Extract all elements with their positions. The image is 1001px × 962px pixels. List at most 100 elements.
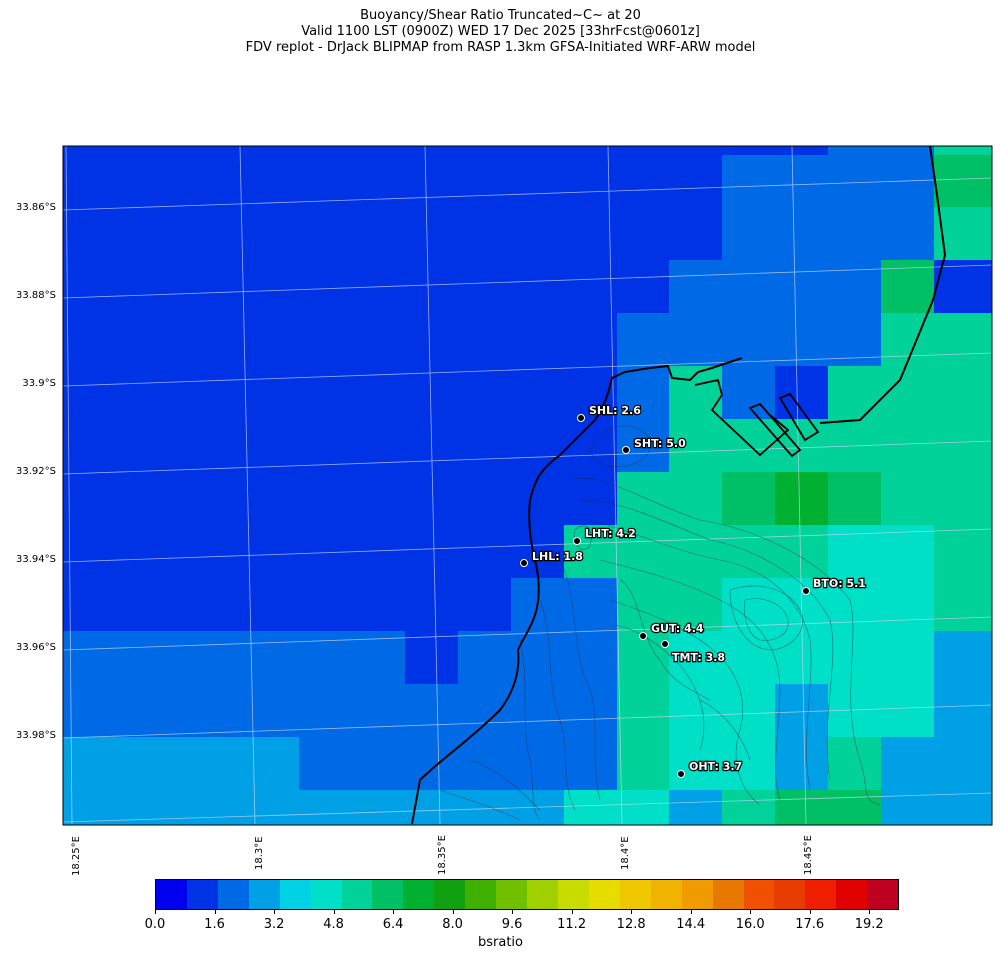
field-cell bbox=[193, 207, 247, 261]
field-cell bbox=[934, 419, 993, 473]
field-cell bbox=[934, 790, 993, 826]
field-cell bbox=[828, 472, 882, 526]
field-cell bbox=[722, 631, 776, 685]
field-cell bbox=[828, 260, 882, 314]
field-cell bbox=[934, 525, 993, 579]
colorbar-swatch bbox=[588, 880, 620, 909]
colorbar-swatch bbox=[774, 880, 806, 909]
colorbar-swatch bbox=[681, 880, 713, 909]
field-cell bbox=[405, 790, 459, 826]
colorbar-swatch bbox=[186, 880, 218, 909]
field-cell bbox=[458, 525, 512, 579]
colorbar-tick-mark bbox=[452, 910, 454, 914]
field-cell bbox=[405, 525, 459, 579]
colorbar-label: bsratio bbox=[478, 935, 523, 950]
colorbar-swatch bbox=[527, 880, 558, 909]
colorbar-tick-label: 4.8 bbox=[323, 917, 344, 932]
field-cell bbox=[669, 207, 723, 261]
field-cell bbox=[828, 146, 882, 156]
field-cell bbox=[775, 155, 829, 208]
field-cell bbox=[193, 684, 247, 738]
field-cell bbox=[564, 525, 618, 579]
field-cell bbox=[299, 366, 353, 420]
station-marker-shl bbox=[577, 414, 585, 422]
field-cell bbox=[775, 146, 829, 156]
colorbar-swatch bbox=[434, 880, 466, 909]
field-cell bbox=[617, 366, 670, 420]
field-cell bbox=[458, 472, 512, 526]
colorbar-tick-label: 6.4 bbox=[382, 917, 404, 932]
colorbar-tick-label: 11.2 bbox=[557, 917, 587, 932]
field-cell bbox=[458, 737, 512, 791]
field-cell bbox=[775, 790, 829, 826]
field-cell bbox=[881, 525, 935, 579]
field-cell bbox=[141, 146, 194, 156]
field-cell bbox=[246, 207, 300, 261]
field-cell bbox=[141, 366, 194, 420]
field-cell bbox=[669, 684, 723, 738]
field-cell bbox=[63, 366, 142, 420]
field-cell bbox=[828, 737, 882, 791]
field-cell bbox=[617, 155, 670, 208]
colorbar-tick-label: 8.0 bbox=[442, 917, 463, 932]
colorbar-tick-mark bbox=[869, 910, 871, 914]
field-cell bbox=[669, 578, 723, 632]
field-cell bbox=[193, 419, 247, 473]
field-cell bbox=[299, 419, 353, 473]
field-cell bbox=[617, 419, 670, 473]
field-cell bbox=[934, 260, 993, 314]
field-cell bbox=[63, 472, 142, 526]
field-cell bbox=[405, 146, 459, 156]
colorbar-tick-label: 3.2 bbox=[263, 917, 285, 932]
colorbar-tick-label: 17.6 bbox=[795, 917, 825, 932]
field-cell bbox=[458, 419, 512, 473]
colorbar-swatch bbox=[465, 880, 497, 909]
colorbar-tick-label: 14.4 bbox=[676, 917, 706, 932]
field-cell bbox=[246, 419, 300, 473]
colorbar-swatch bbox=[156, 880, 187, 909]
field-cell bbox=[722, 260, 776, 314]
field-cell bbox=[352, 684, 406, 738]
field-cell bbox=[722, 472, 776, 526]
field-cell bbox=[352, 578, 406, 632]
field-cell bbox=[564, 578, 618, 632]
colorbar-swatch bbox=[805, 880, 837, 909]
map-title-line1: Buoyancy/Shear Ratio Truncated~C~ at 20 bbox=[360, 8, 641, 23]
field-cell bbox=[405, 260, 459, 314]
terrain-contours bbox=[439, 425, 881, 821]
colorbar-swatch bbox=[217, 880, 249, 909]
station-marker-gut bbox=[639, 632, 647, 640]
field-cell bbox=[458, 578, 512, 632]
field-cell bbox=[722, 146, 776, 156]
field-cell bbox=[881, 737, 935, 791]
colorbar-swatch bbox=[372, 880, 404, 909]
field-cell bbox=[193, 737, 247, 791]
field-cell bbox=[458, 684, 512, 738]
field-cell bbox=[511, 631, 565, 685]
field-cell bbox=[299, 631, 353, 685]
station-label-sht: SHT: 5.0 bbox=[634, 437, 686, 450]
field-cell bbox=[564, 790, 618, 826]
field-cell bbox=[669, 313, 723, 367]
field-cell bbox=[511, 313, 565, 367]
field-cell bbox=[617, 472, 670, 526]
field-cell bbox=[881, 631, 935, 685]
colorbar-swatch bbox=[619, 880, 651, 909]
field-cell bbox=[722, 684, 776, 738]
field-cell bbox=[458, 366, 512, 420]
colorbar-tick-label: 0.0 bbox=[144, 917, 166, 932]
field-cell bbox=[511, 207, 565, 261]
field-cell bbox=[511, 146, 565, 156]
colorbar-tick-label: 16.0 bbox=[735, 917, 765, 932]
field-cell bbox=[193, 525, 247, 579]
coastline bbox=[411, 357, 743, 825]
lon-label: 18.4°E bbox=[620, 836, 631, 870]
lat-label: 33.98°S bbox=[16, 730, 56, 741]
station-marker-sht bbox=[622, 446, 630, 454]
field-cell bbox=[722, 155, 776, 208]
field-cell bbox=[617, 790, 670, 826]
field-cell bbox=[828, 366, 882, 420]
field-cell bbox=[881, 419, 935, 473]
field-cell bbox=[458, 313, 512, 367]
field-cell bbox=[511, 419, 565, 473]
